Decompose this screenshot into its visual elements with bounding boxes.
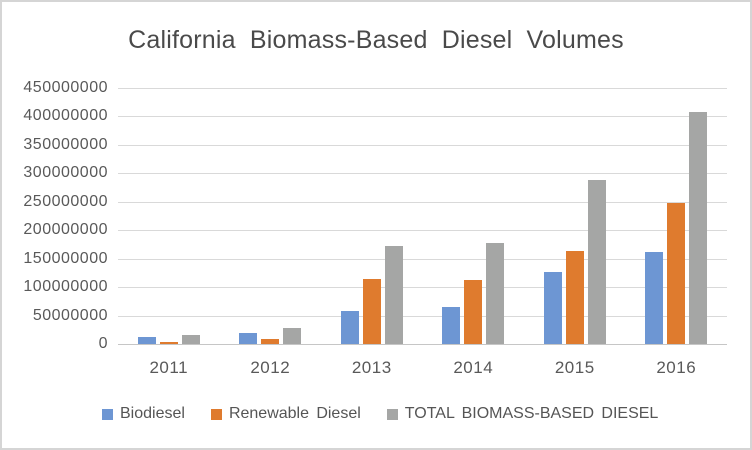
bar-biodiesel-2015: [544, 272, 562, 344]
bar-biodiesel-2012: [239, 333, 257, 344]
bar-total-biomass-based-diesel-2012: [283, 328, 301, 344]
gridline: [118, 202, 727, 203]
bar-total-biomass-based-diesel-2015: [588, 180, 606, 344]
bar-renewable-diesel-2014: [464, 280, 482, 344]
x-axis-tick-label: 2012: [250, 358, 291, 377]
y-axis-tick-label: 200000000: [23, 221, 108, 238]
y-axis-tick-label: 150000000: [23, 250, 108, 267]
y-axis-tick-label: 400000000: [23, 107, 108, 124]
gridline: [118, 145, 727, 146]
x-axis-tick-label: 2015: [554, 358, 595, 377]
bar-renewable-diesel-2015: [566, 251, 584, 344]
y-axis-tick-label: 100000000: [23, 278, 108, 295]
bar-renewable-diesel-2013: [363, 279, 381, 344]
y-axis-tick-label: 250000000: [23, 193, 108, 210]
bar-total-biomass-based-diesel-2016: [689, 112, 707, 344]
gridline: [118, 173, 727, 174]
y-axis-tick-label: 350000000: [23, 136, 108, 153]
x-axis-tick-label: 2011: [149, 358, 189, 377]
y-axis-tick-label: 300000000: [23, 164, 108, 181]
gridline: [118, 116, 727, 117]
legend-label: Renewable Diesel: [228, 405, 361, 422]
x-axis-tick-label: 2014: [453, 358, 494, 377]
gridline: [118, 88, 727, 89]
x-axis-tick-label: 2016: [656, 358, 697, 377]
y-axis-tick-label: 0: [98, 335, 108, 352]
legend: Biodiesel Renewable Diesel TOTAL BIOMASS-B…: [102, 405, 658, 423]
x-axis-tick-label: 2013: [351, 358, 392, 377]
bar-biodiesel-2014: [442, 307, 460, 344]
legend-swatch-icon: [386, 408, 398, 420]
bar-renewable-diesel-2016: [667, 203, 685, 344]
legend-item-renewable-diesel: Renewable Diesel: [210, 405, 361, 423]
bar-biodiesel-2016: [645, 252, 663, 344]
bar-total-biomass-based-diesel-2011: [182, 335, 200, 344]
bar-biodiesel-2011: [138, 337, 156, 344]
y-axis-labels: 0 50000000 100000000 150000000 200000000 2500…: [2, 80, 108, 352]
plot-area: [118, 88, 727, 345]
legend-swatch-icon: [102, 408, 113, 420]
gridline: [118, 287, 727, 288]
bar-total-biomass-based-diesel-2014: [486, 243, 504, 344]
gridline: [118, 316, 727, 317]
bar-total-biomass-based-diesel-2013: [385, 246, 403, 344]
chart-title: California Biomass-Based Diesel Volumes: [128, 26, 624, 54]
legend-swatch-icon: [210, 408, 222, 420]
legend-item-total-biomass-based-diesel: TOTAL BIOMASS-BASED DIESEL: [386, 405, 659, 423]
bar-biodiesel-2013: [341, 311, 359, 344]
gridline: [118, 259, 727, 260]
legend-item-biodiesel: Biodiesel: [102, 405, 185, 423]
legend-label: Biodiesel: [120, 405, 185, 422]
bar-renewable-diesel-2011: [160, 342, 178, 344]
legend-label: TOTAL BIOMASS-BASED DIESEL: [404, 405, 659, 422]
gridline: [118, 230, 727, 231]
y-axis-tick-label: 450000000: [23, 79, 108, 96]
x-axis-labels: 2011 2012 2013 2014 2015 2016: [118, 358, 727, 378]
bar-renewable-diesel-2012: [261, 339, 279, 344]
y-axis-tick-label: 50000000: [32, 307, 108, 324]
